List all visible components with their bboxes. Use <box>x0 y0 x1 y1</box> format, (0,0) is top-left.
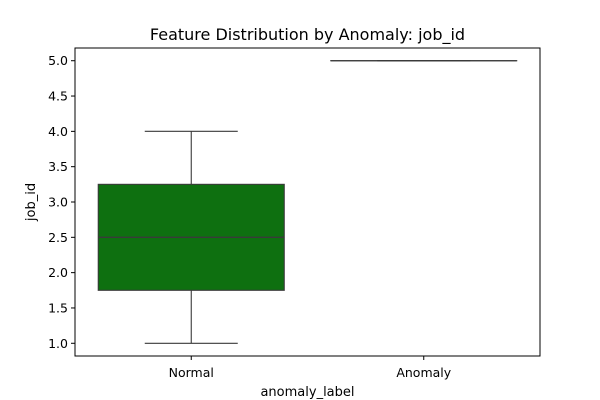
y-tick-label: 3.0 <box>48 195 68 210</box>
y-tick-label: 3.5 <box>48 159 68 174</box>
y-tick-label: 1.0 <box>48 336 68 351</box>
y-tick-label: 2.5 <box>48 230 68 245</box>
x-tick-label: Anomaly <box>396 365 451 380</box>
y-axis-label: job_id <box>24 183 39 222</box>
y-axis-ticks: 1.0 1.5 2.0 2.5 3.0 3.5 4.0 4.5 5.0 <box>48 53 75 351</box>
y-tick-label: 4.5 <box>48 89 68 104</box>
y-tick-label: 5.0 <box>48 53 68 68</box>
box-normal <box>97 130 285 344</box>
chart-title: Feature Distribution by Anomaly: job_id <box>150 25 465 45</box>
y-tick-label: 1.5 <box>48 300 68 315</box>
x-axis-label: anomaly_label <box>260 385 354 400</box>
y-tick-label: 4.0 <box>48 124 68 139</box>
x-axis-ticks: Normal Anomaly <box>169 356 452 380</box>
y-tick-label: 2.0 <box>48 265 68 280</box>
box-group <box>97 60 518 344</box>
x-tick-label: Normal <box>169 365 214 380</box>
